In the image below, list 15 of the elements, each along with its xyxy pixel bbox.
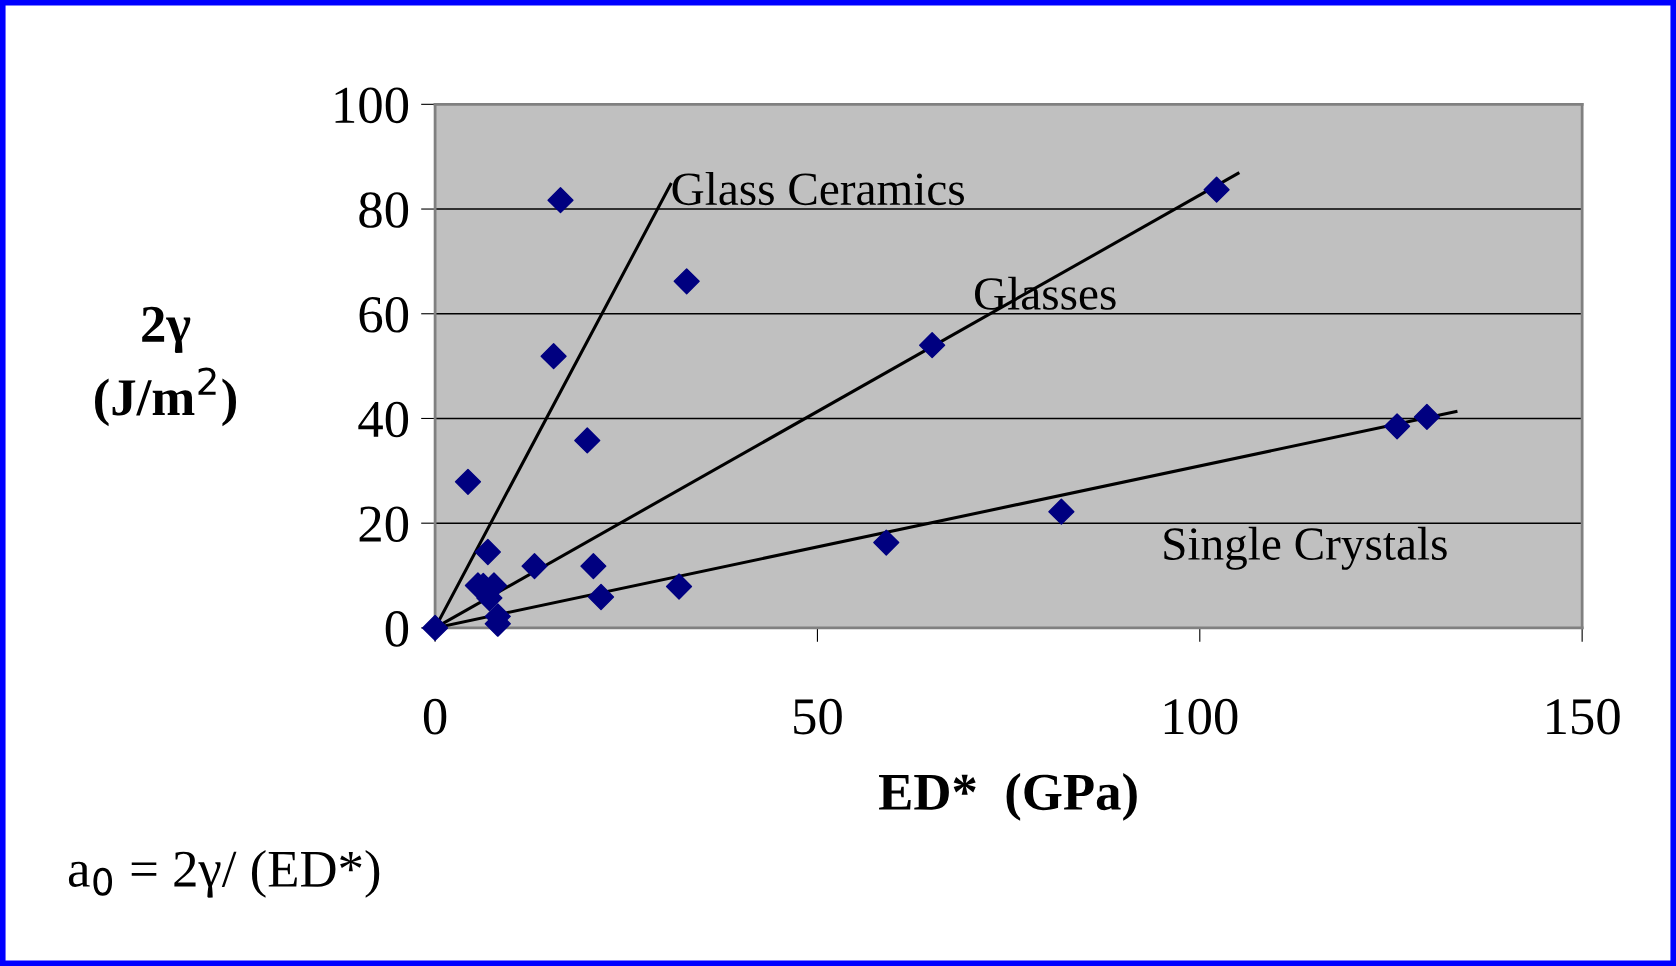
y-tick-label: 80 [359,192,409,228]
x-tick-label: 0 [423,698,447,735]
y-tick-label: 0 [385,611,409,647]
y-tick-label: 60 [359,296,409,333]
y-tick-label: 100 [335,87,409,124]
annotation: Single Crystals [1164,526,1447,570]
x-tick-label: 50 [794,698,842,735]
y-axis-title: 2γ (J/m$^{2}$) [95,306,236,427]
x-tick-label: 150 [1547,698,1620,735]
annotation: Glass Ceramics [672,171,964,206]
text: a$_{0}$ = 2γ/ (ED*) [68,849,380,898]
y-tick-label: 40 [358,401,409,438]
y-tick-label: 20 [359,506,409,543]
x-axis-title: ED* (GPa) [879,772,1137,821]
x-tick-label: 100 [1164,698,1238,735]
